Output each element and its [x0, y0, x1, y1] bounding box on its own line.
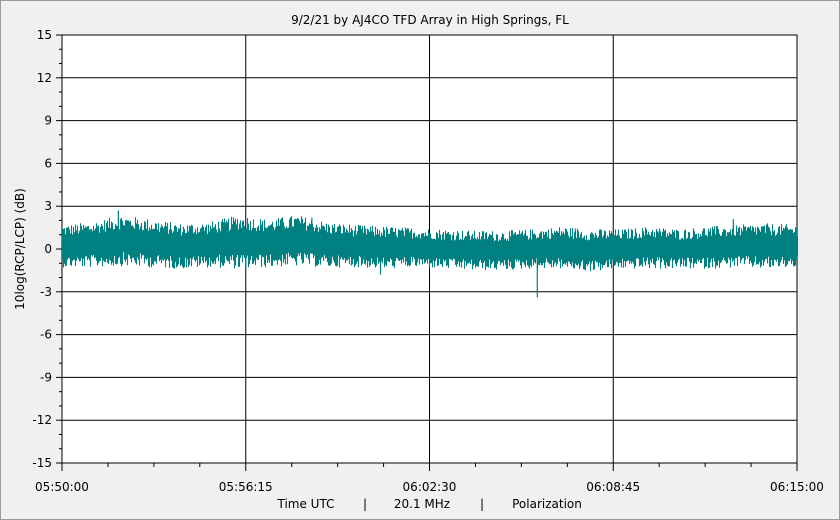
x-axis-label-time: Time UTC — [277, 497, 335, 511]
y-axis: 15 12 9 6 3 0 -3 -6 -9 -12 -15 — [32, 28, 62, 470]
x-axis-label-separator-1: | — [363, 497, 367, 511]
y-tick-label: -6 — [40, 328, 52, 342]
x-tick-label: 06:15:00 — [770, 480, 824, 494]
y-tick-label: -9 — [40, 370, 52, 384]
y-tick-label: -12 — [32, 413, 52, 427]
x-axis: 05:50:00 05:56:15 06:02:30 06:08:45 06:15:00 — [35, 463, 824, 494]
y-tick-label: 15 — [37, 28, 52, 42]
x-axis-label-frequency: 20.1 MHz — [394, 497, 450, 511]
y-tick-label: 3 — [44, 199, 52, 213]
series-noise-band — [61, 216, 799, 272]
x-axis-label-mode: Polarization — [512, 497, 582, 511]
series-spikes — [117, 210, 734, 298]
x-axis-label-separator-2: | — [480, 497, 484, 511]
y-tick-label: 0 — [44, 242, 52, 256]
minor-ticks — [59, 48, 752, 467]
chart-title: 9/2/21 by AJ4CO TFD Array in High Spring… — [291, 13, 569, 27]
x-tick-label: 06:08:45 — [586, 480, 640, 494]
y-tick-label: -15 — [32, 456, 52, 470]
x-tick-label: 05:56:15 — [219, 480, 273, 494]
y-tick-label: 12 — [37, 71, 52, 85]
y-axis-label: 10log(RCP/LCP) (dB) — [13, 188, 27, 310]
series-line — [61, 216, 799, 272]
y-tick-label: -3 — [40, 285, 52, 299]
x-tick-label: 06:02:30 — [403, 480, 457, 494]
y-tick-label: 6 — [44, 156, 52, 170]
x-tick-label: 05:50:00 — [35, 480, 89, 494]
y-tick-label: 9 — [44, 114, 52, 128]
